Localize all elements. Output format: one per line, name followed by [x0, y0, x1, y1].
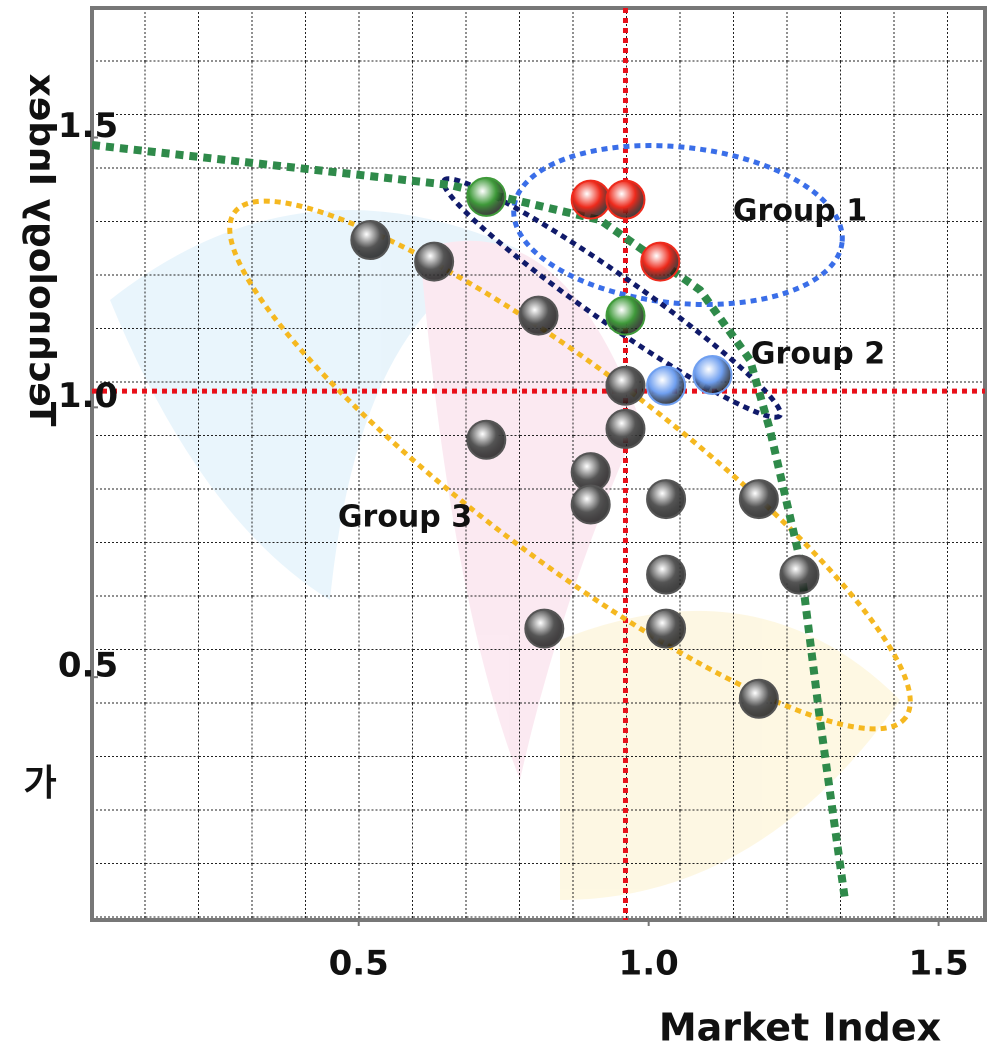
point	[570, 179, 611, 220]
point	[646, 479, 687, 520]
point	[518, 295, 559, 336]
point	[605, 365, 646, 406]
plot-frame	[90, 6, 987, 922]
x-tick-label: 0.5	[329, 944, 389, 984]
annotation: Group 3	[338, 500, 472, 535]
point	[779, 554, 820, 595]
point	[605, 408, 646, 449]
point	[692, 354, 733, 395]
point	[640, 241, 681, 282]
annotation: Group 2	[751, 337, 885, 372]
group-1-outline	[511, 143, 845, 307]
point	[738, 479, 779, 520]
point	[646, 554, 687, 595]
point	[524, 608, 565, 649]
point	[414, 241, 455, 282]
y-tick-label: 0.5	[58, 646, 118, 686]
grid	[92, 8, 985, 920]
y-tick-label: 1.5	[58, 106, 118, 146]
y-tick-label: 1.0	[58, 376, 118, 416]
annotation: Group 1	[733, 194, 867, 229]
point	[646, 608, 687, 649]
side-text: 가	[23, 763, 56, 804]
x-axis-label: Market Index	[659, 1006, 941, 1050]
point	[605, 179, 646, 220]
x-tick-label: 1.0	[619, 944, 679, 984]
point	[605, 295, 646, 336]
point	[466, 419, 507, 460]
point	[646, 365, 687, 406]
point	[738, 678, 779, 719]
point	[466, 176, 507, 217]
point	[570, 484, 611, 525]
x-tick-label: 1.5	[908, 944, 968, 984]
group-3-outline	[227, 198, 913, 732]
point	[350, 220, 391, 261]
y-axis-label: Technology Index	[21, 74, 62, 427]
